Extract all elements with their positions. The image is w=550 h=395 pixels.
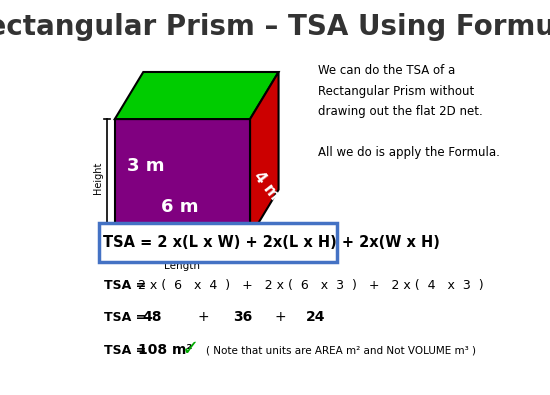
Text: 2 x (  6   x  4  )   +   2 x (  6   x  3  )   +   2 x (  4   x  3  ): 2 x ( 6 x 4 ) + 2 x ( 6 x 3 ) + 2 x ( 4 … <box>138 279 483 292</box>
Text: 24: 24 <box>306 310 326 324</box>
Text: Length: Length <box>164 261 200 271</box>
Text: ✓: ✓ <box>182 339 199 359</box>
Text: +: + <box>198 310 210 324</box>
Polygon shape <box>115 119 250 237</box>
Text: 36: 36 <box>233 310 252 324</box>
Text: We can do the TSA of a: We can do the TSA of a <box>318 64 455 77</box>
Text: All we do is apply the Formula.: All we do is apply the Formula. <box>318 146 499 159</box>
Text: Width: Width <box>280 226 309 236</box>
FancyBboxPatch shape <box>99 223 337 262</box>
Polygon shape <box>250 72 278 237</box>
Text: 3 m: 3 m <box>127 157 165 175</box>
Text: TSA =: TSA = <box>104 310 146 324</box>
Text: ( Note that units are AREA m² and Not VOLUME m³ ): ( Note that units are AREA m² and Not VO… <box>206 346 476 356</box>
Text: Height: Height <box>93 162 103 194</box>
Text: 108 m²: 108 m² <box>138 344 192 357</box>
Text: +: + <box>274 310 286 324</box>
Text: 48: 48 <box>142 310 162 324</box>
Text: TSA =: TSA = <box>104 279 146 292</box>
Text: 4 m: 4 m <box>251 169 282 203</box>
Text: TSA = 2 x(L x W) + 2x(L x H) + 2x(W x H): TSA = 2 x(L x W) + 2x(L x H) + 2x(W x H) <box>103 235 441 250</box>
Text: TSA =: TSA = <box>104 344 146 357</box>
Text: Rectangular Prism without: Rectangular Prism without <box>318 85 474 98</box>
Polygon shape <box>115 72 278 119</box>
Text: Rectangular Prism – TSA Using Formula: Rectangular Prism – TSA Using Formula <box>0 13 550 41</box>
Text: drawing out the flat 2D net.: drawing out the flat 2D net. <box>318 105 482 118</box>
Text: 6 m: 6 m <box>161 198 199 216</box>
